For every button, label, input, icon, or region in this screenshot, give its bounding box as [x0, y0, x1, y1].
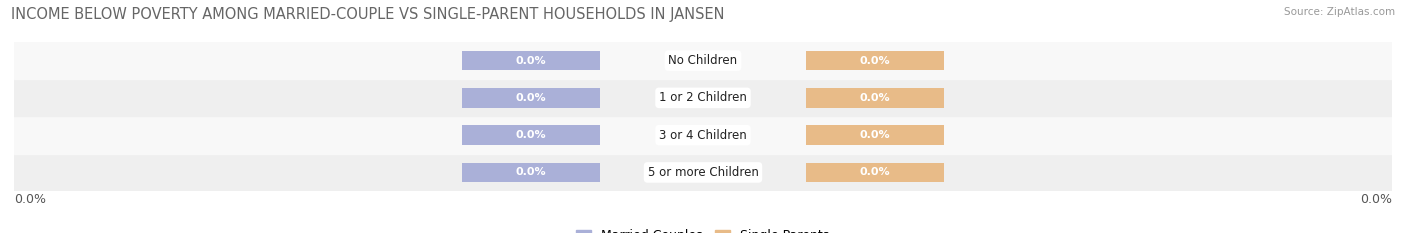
Text: 0.0%: 0.0% — [516, 168, 546, 177]
Text: 0.0%: 0.0% — [1360, 193, 1392, 206]
Text: 0.0%: 0.0% — [516, 130, 546, 140]
Bar — [461, 125, 599, 145]
Legend: Married Couples, Single Parents: Married Couples, Single Parents — [571, 224, 835, 233]
Bar — [14, 42, 1392, 79]
Bar — [807, 88, 945, 108]
Text: No Children: No Children — [668, 54, 738, 67]
Text: INCOME BELOW POVERTY AMONG MARRIED-COUPLE VS SINGLE-PARENT HOUSEHOLDS IN JANSEN: INCOME BELOW POVERTY AMONG MARRIED-COUPL… — [11, 7, 724, 22]
Bar — [807, 163, 945, 182]
Bar — [461, 88, 599, 108]
Text: 3 or 4 Children: 3 or 4 Children — [659, 129, 747, 142]
Text: 0.0%: 0.0% — [860, 168, 890, 177]
Text: 5 or more Children: 5 or more Children — [648, 166, 758, 179]
Text: 0.0%: 0.0% — [14, 193, 46, 206]
Text: 1 or 2 Children: 1 or 2 Children — [659, 91, 747, 104]
Text: Source: ZipAtlas.com: Source: ZipAtlas.com — [1284, 7, 1395, 17]
Text: 0.0%: 0.0% — [860, 130, 890, 140]
Text: 0.0%: 0.0% — [516, 56, 546, 65]
Text: 0.0%: 0.0% — [860, 56, 890, 65]
Bar — [807, 51, 945, 70]
Bar — [461, 51, 599, 70]
Bar — [14, 79, 1392, 116]
Bar — [14, 154, 1392, 191]
Text: 0.0%: 0.0% — [516, 93, 546, 103]
Bar — [461, 163, 599, 182]
Bar — [807, 125, 945, 145]
Bar — [14, 116, 1392, 154]
Text: 0.0%: 0.0% — [860, 93, 890, 103]
